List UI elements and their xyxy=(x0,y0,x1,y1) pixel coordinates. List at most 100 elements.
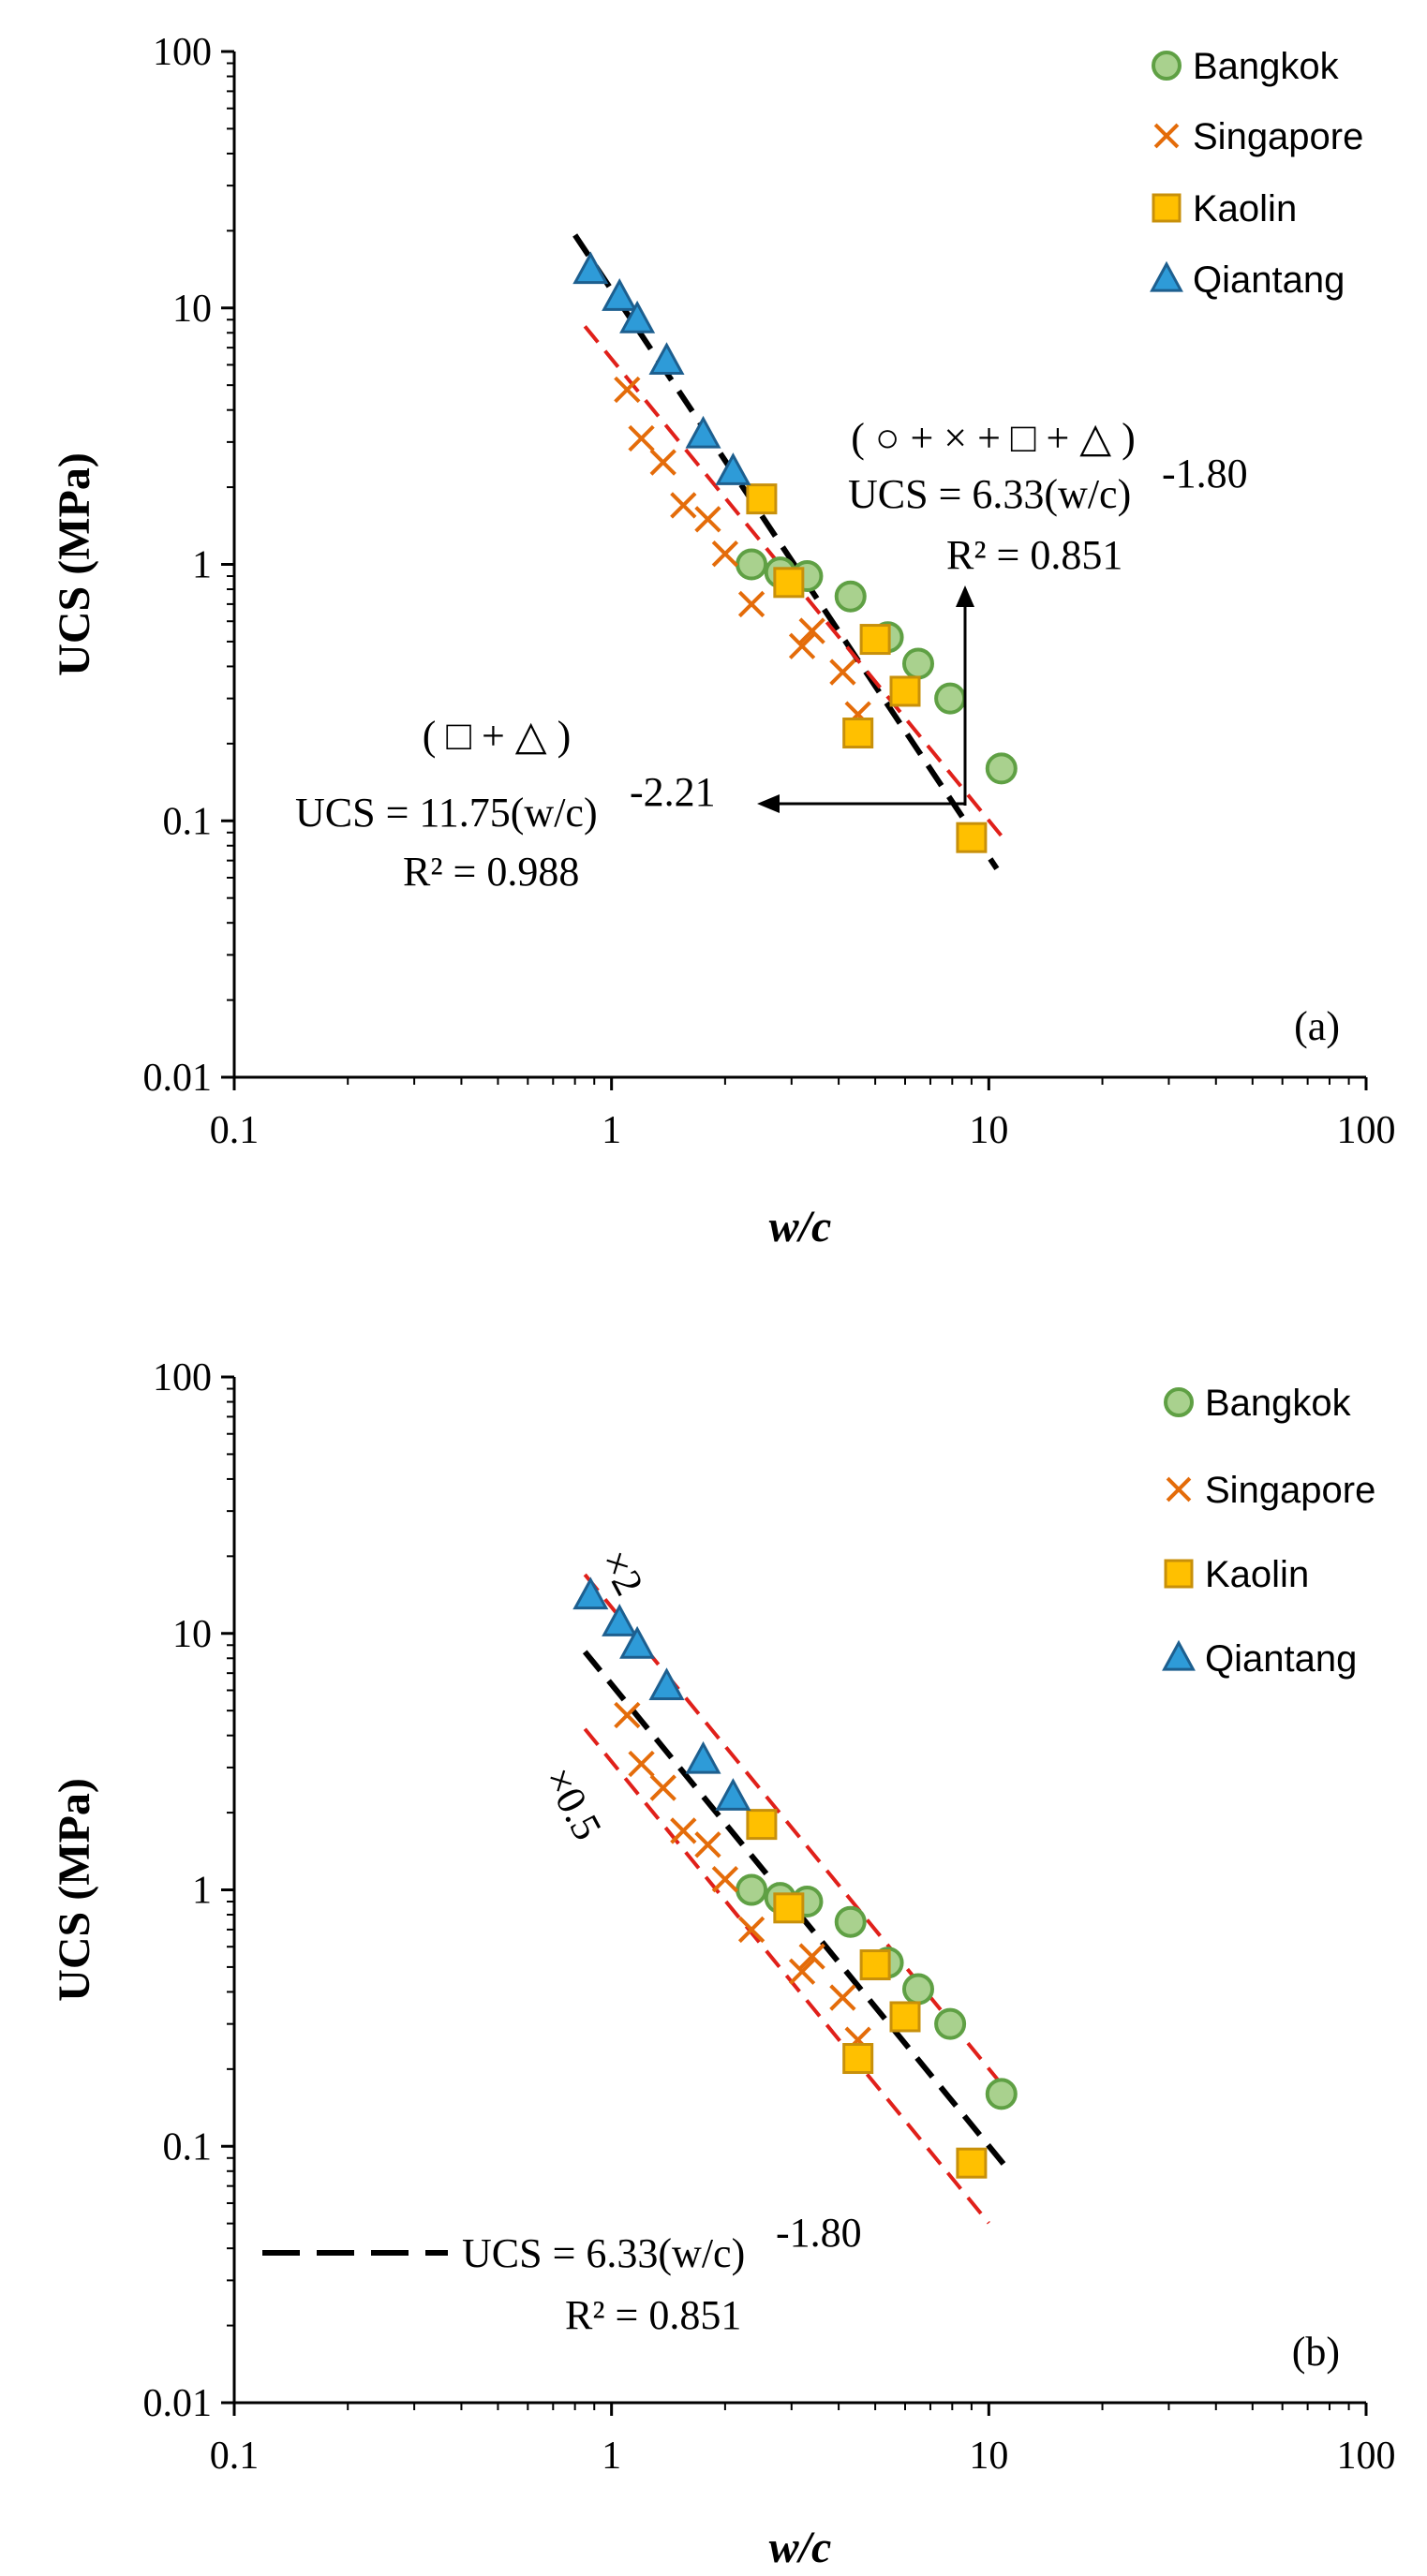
point-kaolin xyxy=(859,624,891,656)
y-tick-label: 1 xyxy=(192,544,212,587)
point-qiantang xyxy=(602,278,638,311)
point-qiantang xyxy=(685,1740,721,1774)
point-qiantang xyxy=(648,342,685,376)
point-singapore xyxy=(670,492,697,519)
point-qiantang xyxy=(602,1604,638,1636)
point-kaolin xyxy=(859,1949,891,1981)
point-singapore xyxy=(798,617,825,644)
y-tick-label: 1 xyxy=(192,1870,212,1913)
point-bangkok xyxy=(834,1905,867,1938)
point-qiantang xyxy=(572,1577,609,1610)
point-qiantang xyxy=(715,452,751,485)
point-singapore xyxy=(614,376,641,404)
panel-label: (a) xyxy=(1294,1003,1340,1049)
y-tick-label: 100 xyxy=(153,1356,212,1399)
x-axis-title: w/c xyxy=(769,2523,832,2572)
point-qiantang xyxy=(619,300,656,333)
kq-fit-legend-row: ( □ + △ ) xyxy=(423,713,572,759)
point-singapore xyxy=(829,1984,856,2011)
upper-bound-label: ×2 xyxy=(591,1543,652,1603)
point-bangkok xyxy=(901,647,934,680)
y-tick-label: 10 xyxy=(172,1613,212,1656)
combined-fit-equation: UCS = 6.33(w/c) xyxy=(848,471,1131,517)
point-kaolin xyxy=(746,483,778,515)
legend-label: Qiantang xyxy=(1205,1638,1357,1680)
point-kaolin xyxy=(956,2147,988,2179)
kq-fit-arrowhead xyxy=(757,794,780,813)
point-singapore xyxy=(614,1701,641,1729)
point-bangkok xyxy=(934,2007,967,2040)
legend-marker-kaolin xyxy=(1152,193,1182,223)
point-singapore xyxy=(737,590,766,618)
legend-label: Singapore xyxy=(1193,116,1363,157)
point-qiantang xyxy=(619,1625,656,1659)
point-singapore xyxy=(694,1831,721,1858)
legend-marker-bangkok xyxy=(1152,51,1182,81)
legend-marker-qiantang xyxy=(1162,1639,1196,1671)
point-bangkok xyxy=(736,548,768,581)
point-singapore xyxy=(798,1943,825,1970)
panel-b-chart: 0.01 0.1 1 10 100 0.1 1 10 100 w/c UCS (MPa) Bangko… xyxy=(50,1356,1396,2572)
kq-fit-exponent: -2.21 xyxy=(630,769,716,815)
point-singapore xyxy=(694,506,721,533)
point-singapore xyxy=(628,1750,655,1778)
y-tick-label: 10 xyxy=(172,288,212,331)
point-qiantang xyxy=(648,1667,685,1701)
x-tick-label: 1 xyxy=(602,2435,621,2478)
panel-a-chart: 0.01 0.1 1 10 100 0.1 1 10 100 w/c UCS (MPa) Bangko… xyxy=(50,31,1396,1251)
x-tick-label: 100 xyxy=(1337,1109,1396,1152)
y-axis-title: UCS (MPa) xyxy=(50,1778,99,2002)
point-singapore xyxy=(711,1866,739,1893)
x-axis-title: w/c xyxy=(769,1202,832,1251)
y-axis-title: UCS (MPa) xyxy=(50,452,99,676)
point-kaolin xyxy=(746,1809,778,1841)
x-tick-label: 1 xyxy=(602,1109,621,1152)
point-kaolin xyxy=(773,567,805,599)
legend-label: Qiantang xyxy=(1193,259,1345,301)
point-qiantang xyxy=(715,1778,751,1811)
y-tick-label: 0.01 xyxy=(143,2382,213,2425)
legend-label: Kaolin xyxy=(1205,1554,1309,1595)
point-singapore xyxy=(711,540,739,568)
point-kaolin xyxy=(773,1892,805,1924)
fit-equation: UCS = 6.33(w/c) xyxy=(462,2230,745,2276)
point-bangkok xyxy=(901,1973,934,2006)
y-tick-label: 0.1 xyxy=(163,2125,213,2169)
fit-exponent: -1.80 xyxy=(776,2210,862,2256)
legend-marker-singapore xyxy=(1153,123,1180,149)
kq-fit-r2: R² = 0.988 xyxy=(403,849,579,895)
point-qiantang xyxy=(572,251,609,285)
y-tick-label: 100 xyxy=(153,31,212,74)
legend-marker-kaolin xyxy=(1164,1559,1194,1589)
point-singapore xyxy=(829,659,856,686)
x-tick-label: 10 xyxy=(969,2435,1008,2478)
point-bangkok xyxy=(834,580,867,613)
point-kaolin xyxy=(842,2043,874,2075)
point-bangkok xyxy=(736,1873,768,1906)
combined-fit-legend-row: ( ○ + × + □ + △ ) xyxy=(851,415,1136,461)
legend-marker-bangkok xyxy=(1164,1387,1194,1417)
fit-r2: R² = 0.851 xyxy=(565,2292,741,2338)
fit-line-red xyxy=(583,1573,1006,2090)
x-tick-label: 0.1 xyxy=(210,1109,260,1152)
point-kaolin xyxy=(889,2001,921,2033)
point-bangkok xyxy=(985,2078,1018,2110)
fit-line-black xyxy=(572,233,1000,871)
combined-fit-exponent: -1.80 xyxy=(1162,451,1248,496)
point-qiantang xyxy=(685,415,721,449)
point-singapore xyxy=(788,632,816,659)
point-singapore xyxy=(649,449,676,476)
y-tick-label: 0.1 xyxy=(163,800,213,843)
point-singapore xyxy=(628,424,655,452)
point-singapore xyxy=(788,1958,816,1985)
point-singapore xyxy=(670,1817,697,1844)
legend-label: Singapore xyxy=(1205,1470,1375,1511)
point-kaolin xyxy=(842,718,874,749)
x-tick-label: 100 xyxy=(1337,2435,1396,2478)
kq-fit-equation: UCS = 11.75(w/c) xyxy=(295,790,598,836)
point-bangkok xyxy=(934,682,967,715)
y-tick-label: 0.01 xyxy=(143,1057,213,1100)
legend-label: Bangkok xyxy=(1193,46,1340,87)
point-singapore xyxy=(649,1774,676,1801)
combined-fit-arrowhead xyxy=(956,585,974,607)
